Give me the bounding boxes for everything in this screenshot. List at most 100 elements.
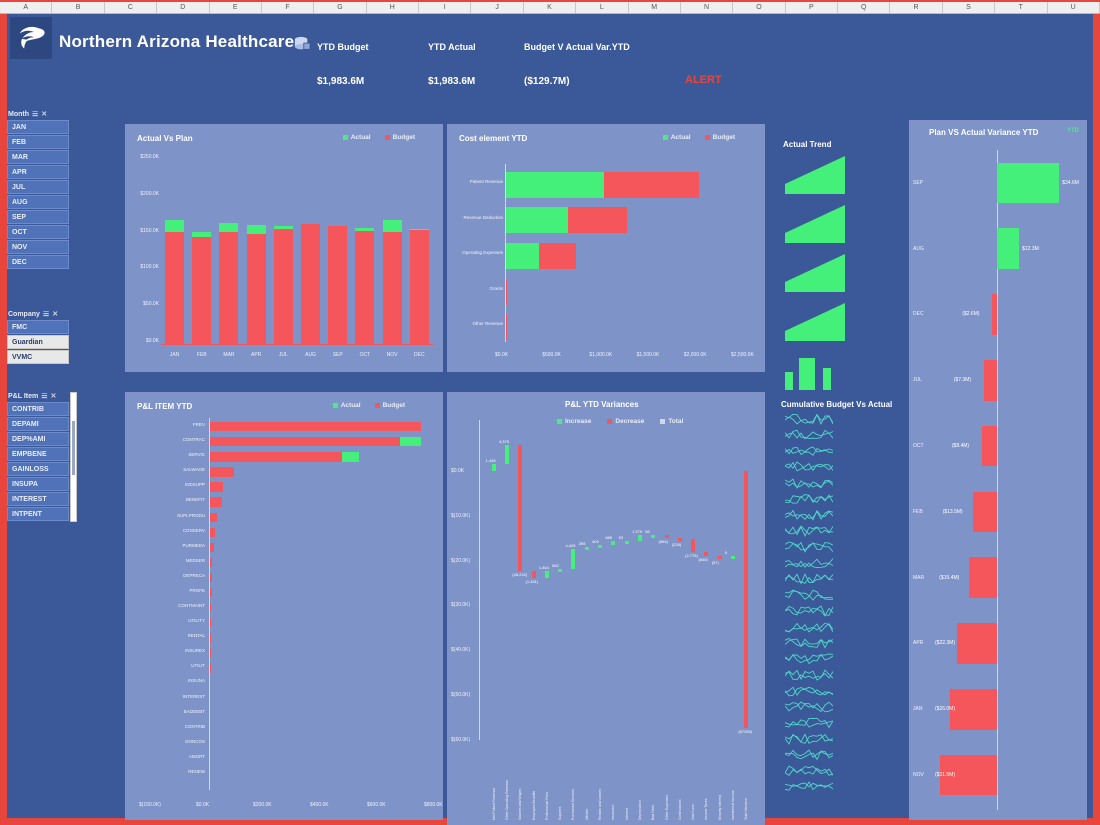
column-header-g[interactable]: G <box>314 2 367 13</box>
slicer-item-fmc[interactable]: FMC <box>7 320 69 334</box>
column-header-a[interactable]: A <box>0 2 53 13</box>
sparkline-cumulative <box>785 686 833 697</box>
legend-actual-vs-plan: Actual Budget <box>342 134 415 141</box>
column-header-f[interactable]: F <box>262 2 315 13</box>
column-header-t[interactable]: T <box>995 2 1048 13</box>
slicer-scrollbar[interactable] <box>70 392 77 522</box>
y-tick-label: $(20.0K) <box>451 557 471 564</box>
sparkline-cumulative <box>785 605 833 617</box>
slicer-item-contrib[interactable]: CONTRIB <box>7 402 69 416</box>
slicer-item-vvmc[interactable]: VVMC <box>7 350 69 364</box>
bar-row <box>209 618 421 628</box>
slicer-item-mar[interactable]: MAR <box>7 150 69 164</box>
slicer-item-intpent[interactable]: INTPENT <box>7 507 69 521</box>
category-label: DEPRECA <box>183 572 205 578</box>
column-header-e[interactable]: E <box>210 2 262 13</box>
category-label: CONTRAC <box>182 437 205 443</box>
bar-segment-actual <box>505 207 569 234</box>
column-header-q[interactable]: Q <box>838 2 891 13</box>
plot-area-actual-vs-plan <box>161 160 433 344</box>
sparkline-cumulative <box>785 541 833 553</box>
slicer-item-gainloss[interactable]: GAINLOSS <box>7 462 69 476</box>
column-header-m[interactable]: M <box>629 2 681 13</box>
bar-column <box>246 160 266 344</box>
chart-actual-trend[interactable]: Actual Trend <box>779 140 901 390</box>
column-header-j[interactable]: J <box>471 2 524 13</box>
slicer-item-jul[interactable]: JUL <box>7 180 69 194</box>
waterfall-bar <box>637 534 642 541</box>
slicer-header: Company ☰ ✕ <box>7 310 69 319</box>
bar-row <box>505 243 753 270</box>
clear-filter-icon[interactable]: ✕ <box>50 393 57 400</box>
category-label: OCT <box>913 443 924 450</box>
column-header-i[interactable]: I <box>419 2 472 13</box>
waterfall-bar <box>744 470 749 728</box>
chart-actual-vs-plan[interactable]: Actual Vs Plan Actual Budget $0.0K $50.0K… <box>125 124 443 372</box>
slicer-item-empbene[interactable]: EMPBENE <box>7 447 69 461</box>
column-header-p[interactable]: P <box>786 2 838 13</box>
column-header-l[interactable]: L <box>576 2 629 13</box>
chart-pl-ytd-variances[interactable]: P&L YTD Variances Increase Decrease Tota… <box>447 392 765 825</box>
slicer-item-dec[interactable]: DEC <box>7 255 69 269</box>
slicer-item-nov[interactable]: NOV <box>7 240 69 254</box>
clear-filter-icon[interactable]: ✕ <box>52 311 59 318</box>
slicer-item-depami[interactable]: DEPAMI <box>7 417 69 431</box>
legend-item-budget: Budget <box>704 134 735 141</box>
slicer-item-insupa[interactable]: INSUPA <box>7 477 69 491</box>
bar-column <box>219 160 239 344</box>
column-header-r[interactable]: R <box>890 2 943 13</box>
category-label: INTEREST <box>182 693 205 699</box>
multiselect-icon[interactable]: ☰ <box>41 393 48 400</box>
y-tick-label: $100.0K <box>140 264 159 271</box>
clear-filter-icon[interactable]: ✕ <box>41 111 48 118</box>
column-header-d[interactable]: D <box>157 2 210 13</box>
sparkline-cumulative <box>785 494 833 504</box>
column-header-h[interactable]: H <box>367 2 419 13</box>
legend-item-decrease: Decrease <box>607 418 644 425</box>
chart-cumulative-budget-vs-actual[interactable]: Cumulative Budget Vs Actual <box>779 400 901 820</box>
slicer-item-oct[interactable]: OCT <box>7 225 69 239</box>
bar-row <box>209 527 421 537</box>
slicer-item-interest[interactable]: INTEREST <box>7 492 69 506</box>
multiselect-icon[interactable]: ☰ <box>32 111 39 118</box>
data-label: ($31.5M) <box>935 772 956 779</box>
chart-title-cumulative-budget-vs-actual: Cumulative Budget Vs Actual <box>781 400 893 409</box>
slicer-item-aug[interactable]: AUG <box>7 195 69 209</box>
slicer-month[interactable]: Month ☰ ✕ JAN FEB MAR APR JUL AUG SEP OCT NOV DEC <box>7 110 69 270</box>
chart-plan-vs-actual-variance-ytd[interactable]: Plan VS Actual Variance YTD YTD SEP $34.6… <box>909 120 1087 820</box>
variance-bar <box>940 754 997 796</box>
column-header-n[interactable]: N <box>681 2 734 13</box>
slicer-item-apr[interactable]: APR <box>7 165 69 179</box>
category-label: FEB <box>913 508 923 515</box>
chart-pl-item-ytd[interactable]: P&L ITEM YTD Actual Budget $(150.0K) $0.0… <box>125 392 443 820</box>
slicer-item-depami[interactable]: DEP%AMI <box>7 432 69 446</box>
slicer-company[interactable]: Company ☰ ✕ FMC Guardian VVMC <box>7 310 69 365</box>
slicer-item-sep[interactable]: SEP <box>7 210 69 224</box>
column-header-u[interactable]: U <box>1048 2 1100 13</box>
slicer-item-guardian[interactable]: Guardian <box>7 335 69 349</box>
bar-row: SEP $34.6M <box>909 162 1087 204</box>
waterfall-bar <box>558 568 563 572</box>
column-header-o[interactable]: O <box>733 2 786 13</box>
category-label: CONSERV <box>182 527 205 533</box>
column-header-s[interactable]: S <box>943 2 996 13</box>
bar-column <box>355 160 375 344</box>
multiselect-icon[interactable]: ☰ <box>42 311 50 318</box>
slicer-item-feb[interactable]: FEB <box>7 135 69 149</box>
slicer-pl-item[interactable]: P&L Item ☰ ✕ CONTRIB DEPAMI DEP%AMI EMPBENE GAI… <box>7 392 77 522</box>
sparkline-group-actual-trend <box>779 154 901 399</box>
x-tick-label: $0.0K <box>196 802 210 808</box>
category-label: UTILITY <box>188 618 205 624</box>
category-label: BADDEBT <box>183 708 205 714</box>
bar-column <box>301 160 321 344</box>
slicer-item-jan[interactable]: JAN <box>7 120 69 134</box>
column-header-k[interactable]: K <box>524 2 577 13</box>
column-header-b[interactable]: B <box>52 2 105 13</box>
bar-segment-budget <box>328 225 348 344</box>
column-header-c[interactable]: C <box>105 2 158 13</box>
category-label: Patient Revenue <box>469 178 503 184</box>
chart-cost-element-ytd[interactable]: Cost element YTD Actual Budget $0.0K $500… <box>447 124 765 372</box>
category-label: PURMEDA <box>182 542 205 548</box>
scrollbar-thumb[interactable] <box>72 421 75 475</box>
